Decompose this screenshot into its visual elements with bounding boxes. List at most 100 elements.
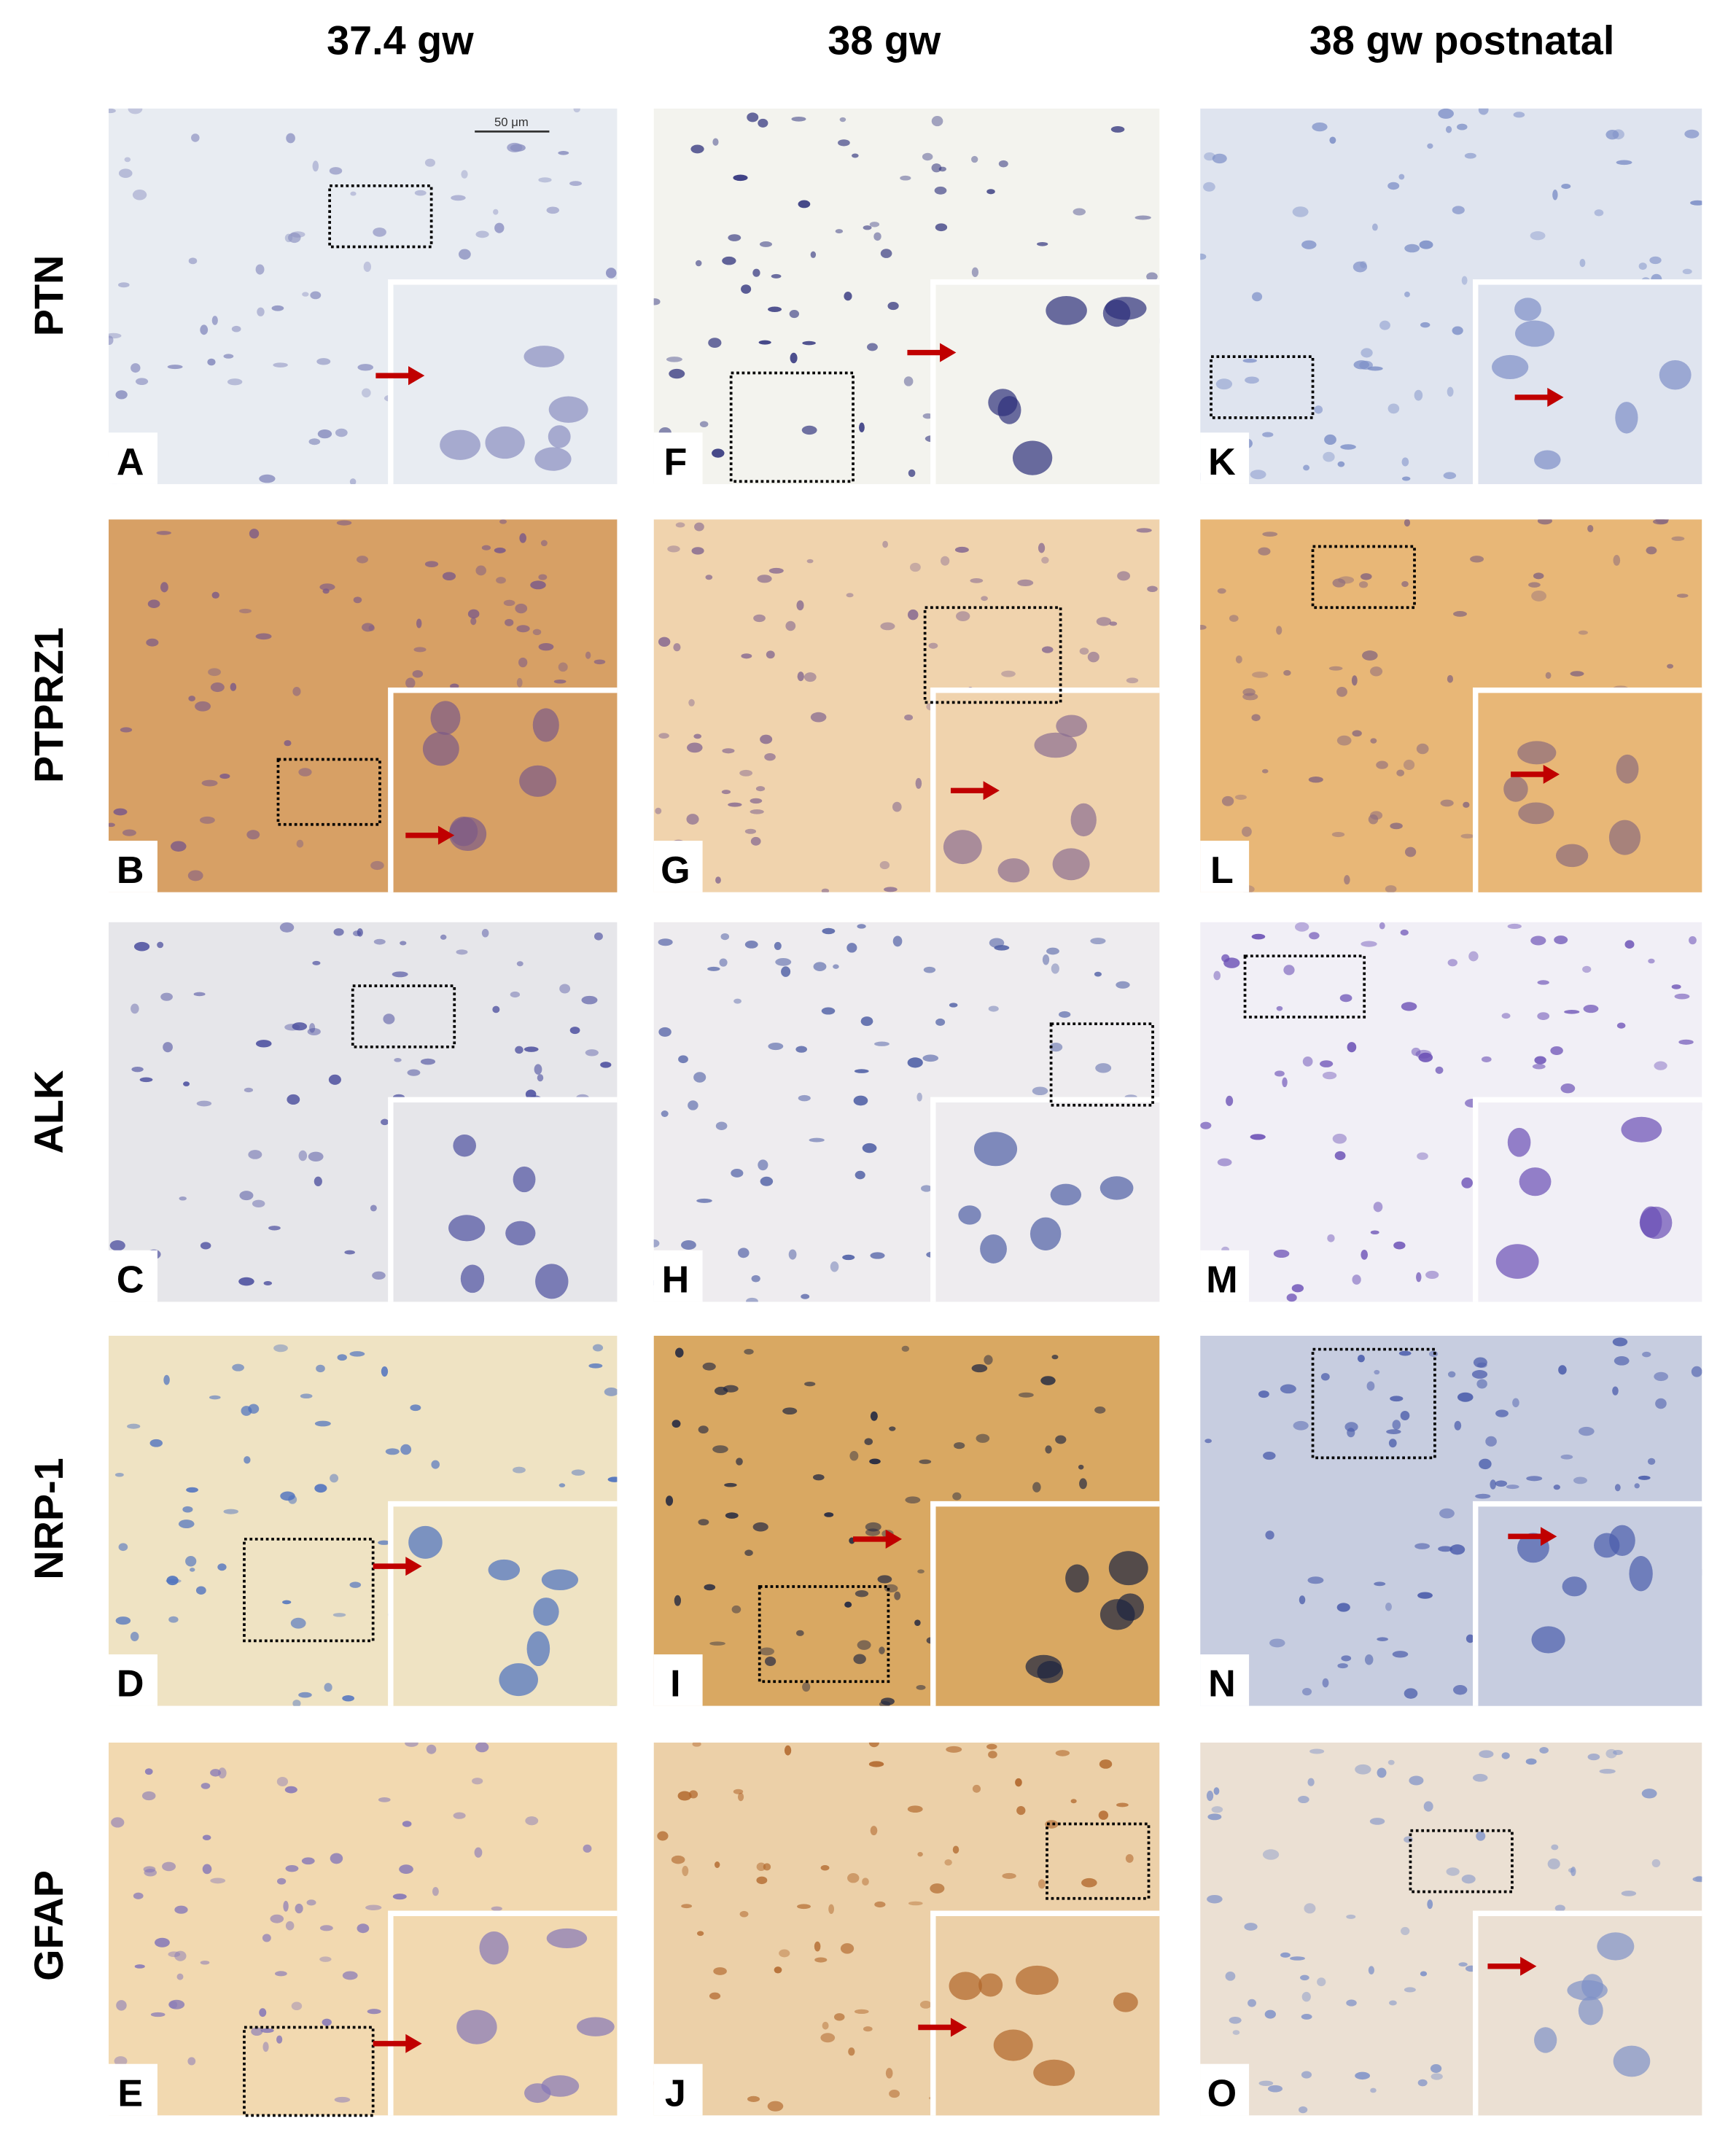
cell-texture bbox=[108, 822, 115, 828]
cell-texture bbox=[873, 232, 881, 241]
cell-texture bbox=[1379, 922, 1385, 930]
cell-texture bbox=[1404, 291, 1410, 297]
cell-texture bbox=[1376, 760, 1388, 769]
cell-texture bbox=[1267, 2085, 1283, 2093]
cell-texture bbox=[491, 1906, 502, 1911]
cell-texture bbox=[822, 927, 836, 935]
cell-texture bbox=[1200, 1121, 1212, 1129]
panel-letter-box bbox=[1200, 1250, 1250, 1302]
inset-cell bbox=[1507, 1127, 1531, 1157]
cell-texture bbox=[675, 522, 685, 528]
cell-texture bbox=[162, 1861, 176, 1872]
cell-texture bbox=[986, 189, 995, 195]
cell-texture bbox=[935, 1018, 946, 1026]
cell-texture bbox=[188, 696, 196, 701]
cell-texture bbox=[919, 1459, 932, 1464]
cell-texture bbox=[1244, 1923, 1258, 1931]
cell-texture bbox=[867, 343, 878, 351]
cell-texture bbox=[530, 580, 546, 590]
cell-texture bbox=[919, 2001, 932, 2009]
cell-texture bbox=[1327, 1234, 1335, 1242]
cell-texture bbox=[1374, 1369, 1380, 1375]
cell-texture bbox=[1561, 184, 1571, 190]
red-arrow bbox=[853, 1529, 902, 1549]
cell-texture bbox=[540, 540, 548, 547]
cell-texture bbox=[1525, 1758, 1537, 1765]
cell-texture bbox=[1431, 2073, 1443, 2080]
cell-texture bbox=[370, 1205, 377, 1212]
cell-texture bbox=[381, 1118, 389, 1126]
cell-texture bbox=[407, 1069, 421, 1076]
cell-texture bbox=[914, 1619, 921, 1626]
cell-texture bbox=[324, 1683, 332, 1692]
inset-cell bbox=[1615, 402, 1638, 434]
cell-texture bbox=[1073, 208, 1086, 216]
cell-texture bbox=[230, 682, 237, 691]
inset-cell bbox=[1518, 802, 1554, 825]
cell-texture bbox=[1452, 326, 1463, 335]
cell-texture bbox=[752, 268, 760, 277]
inset-cell bbox=[997, 858, 1030, 883]
cell-texture bbox=[1579, 1426, 1595, 1436]
cell-texture bbox=[344, 1250, 355, 1255]
cell-texture bbox=[1221, 954, 1230, 962]
inset-cell bbox=[548, 425, 571, 448]
cell-texture bbox=[952, 1492, 962, 1501]
cell-texture bbox=[146, 638, 159, 647]
cell-texture bbox=[1264, 2009, 1276, 2019]
cell-texture bbox=[728, 802, 742, 807]
cell-texture bbox=[532, 629, 542, 636]
inset-cell bbox=[505, 1221, 536, 1246]
cell-texture bbox=[889, 2090, 900, 2098]
cell-texture bbox=[733, 174, 748, 182]
cell-texture bbox=[846, 943, 857, 953]
cell-texture bbox=[378, 1540, 391, 1545]
cell-texture bbox=[515, 603, 528, 614]
cell-texture bbox=[1200, 253, 1207, 260]
cell-texture bbox=[1317, 1977, 1326, 1987]
cell-texture bbox=[1691, 1366, 1702, 1377]
cell-texture bbox=[784, 1745, 792, 1756]
cell-texture bbox=[459, 249, 471, 260]
cell-texture bbox=[1331, 832, 1345, 838]
cell-texture bbox=[1094, 1406, 1106, 1414]
cell-texture bbox=[653, 298, 661, 306]
cell-texture bbox=[442, 572, 456, 581]
cell-texture bbox=[1283, 669, 1291, 676]
cell-texture bbox=[1339, 994, 1352, 1003]
cell-texture bbox=[1420, 1971, 1428, 1977]
cell-texture bbox=[1361, 941, 1377, 947]
cell-texture bbox=[1312, 122, 1328, 132]
cell-texture bbox=[317, 429, 332, 439]
red-arrow bbox=[918, 2017, 968, 2037]
cell-texture bbox=[292, 1022, 308, 1031]
cell-texture bbox=[139, 1077, 153, 1083]
cell-texture bbox=[141, 1791, 156, 1801]
cell-texture bbox=[941, 556, 950, 566]
row-header: NRP-1 bbox=[26, 1458, 71, 1579]
panel-letter-box bbox=[108, 841, 157, 892]
inset-image bbox=[935, 1915, 1160, 2116]
cell-texture bbox=[1564, 1010, 1580, 1014]
cell-texture bbox=[182, 1506, 193, 1513]
cell-texture bbox=[1134, 215, 1151, 220]
cell-texture bbox=[931, 116, 943, 127]
inset-image bbox=[393, 1102, 618, 1302]
cell-texture bbox=[1573, 1476, 1587, 1484]
cell-texture bbox=[1355, 2071, 1371, 2080]
cell-texture bbox=[607, 1476, 618, 1482]
cell-texture bbox=[156, 531, 171, 535]
cell-texture bbox=[1095, 1063, 1112, 1073]
cell-texture bbox=[702, 1362, 716, 1371]
inset-cell bbox=[958, 1205, 981, 1225]
cell-texture bbox=[1570, 671, 1584, 677]
cell-texture bbox=[1648, 958, 1655, 964]
zoom-region-box bbox=[1049, 1022, 1154, 1107]
cell-texture bbox=[1417, 1152, 1428, 1160]
cell-texture bbox=[1684, 129, 1700, 139]
cell-texture bbox=[984, 1355, 993, 1365]
cell-texture bbox=[795, 1046, 807, 1053]
panel-letter: D bbox=[117, 1663, 144, 1705]
cell-texture bbox=[114, 1472, 124, 1477]
inset-cell bbox=[541, 1569, 579, 1591]
